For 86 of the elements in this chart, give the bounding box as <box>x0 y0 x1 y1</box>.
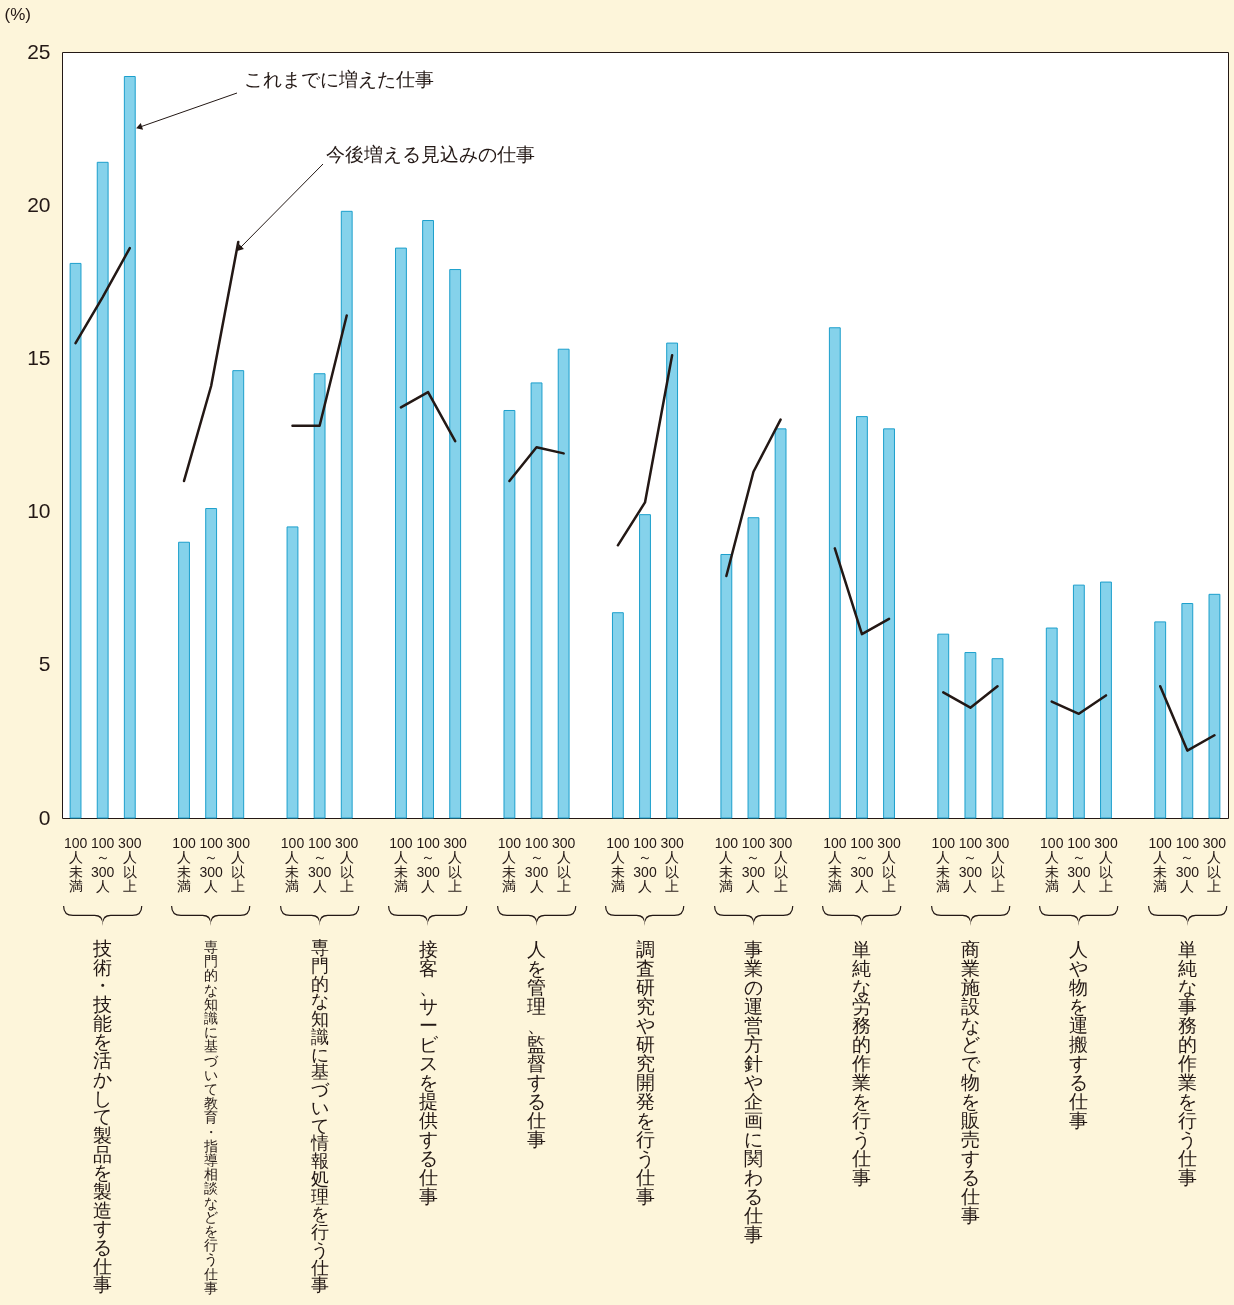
text: 今後増える見込みの仕事 <box>326 144 535 165</box>
text: これまでに増えた仕事 <box>244 69 434 90</box>
x-tick-label: 100～300人 <box>958 834 983 894</box>
bar <box>313 373 326 819</box>
x-tick-label: 100～300人 <box>633 834 657 894</box>
x-tick-label: 100～300人 <box>1175 834 1200 894</box>
x-tick-label: 300人以上 <box>985 834 1010 894</box>
x-tick-label: 100～300人 <box>850 834 874 894</box>
x-tick-label: 300人以上 <box>877 834 901 894</box>
bar <box>96 161 109 819</box>
bar <box>1045 627 1058 819</box>
bar <box>883 428 895 819</box>
x-tick-label: 300人以上 <box>226 834 251 894</box>
x-tick-label: 300人以上 <box>118 834 142 894</box>
y-tick-label: 20 <box>27 192 51 216</box>
text: 単純な労務的作業を行う仕事 <box>852 939 872 1188</box>
bar <box>1208 593 1221 819</box>
y-tick-label: 25 <box>27 39 51 63</box>
text: 接客、サービスを提供する仕事 <box>418 939 438 1207</box>
bar <box>530 382 543 819</box>
bar <box>1154 621 1167 819</box>
x-tick-label: 100人未満 <box>497 834 522 894</box>
x-tick-label: 100人未満 <box>714 834 739 894</box>
x-tick-label: 100人未満 <box>931 834 956 894</box>
bar <box>856 416 868 819</box>
y-tick-label: 10 <box>27 499 51 523</box>
bar <box>232 370 245 819</box>
x-tick-label: 100人未満 <box>606 834 630 894</box>
text: 単純な事務的作業を行う仕事 <box>1177 939 1197 1188</box>
x-tick-label: 100～300人 <box>90 834 115 894</box>
x-tick-label: 100～300人 <box>524 834 549 894</box>
bar <box>557 348 570 819</box>
x-tick-label: 100～300人 <box>1067 834 1091 894</box>
bar <box>720 554 733 819</box>
bar <box>422 220 434 819</box>
bar <box>69 262 82 819</box>
y-tick-label: 0 <box>38 805 51 829</box>
bar <box>503 409 516 819</box>
bar <box>774 428 787 819</box>
bar <box>964 652 977 819</box>
text: 技術・技能を活かして製品を製造する仕事 <box>93 938 113 1296</box>
x-tick-label: 100～300人 <box>307 834 332 894</box>
bar <box>937 633 950 819</box>
y-tick-label: 5 <box>38 652 51 676</box>
x-tick-label: 100～300人 <box>741 834 766 894</box>
text: 調査研究や研究開発を行う仕事 <box>635 939 655 1207</box>
bar <box>395 247 407 819</box>
bar <box>639 514 651 819</box>
y-tick-label: 15 <box>27 345 51 369</box>
bar <box>1072 584 1085 819</box>
bar <box>828 327 841 819</box>
bar <box>666 342 679 819</box>
x-tick-label: 100人未満 <box>172 834 196 894</box>
x-tick-label: 300人以上 <box>768 834 793 894</box>
x-tick-label: 100人未満 <box>280 834 305 894</box>
x-tick-label: 100人未満 <box>1040 834 1064 894</box>
bar <box>747 517 760 819</box>
text: 商業施設などで物を販売する仕事 <box>960 939 980 1226</box>
x-tick-label: 300人以上 <box>1202 834 1227 894</box>
text: 専門的な知識に基づいて教育・指導相談などを行う仕事 <box>204 939 219 1296</box>
x-tick-label: 300人以上 <box>1094 834 1118 894</box>
text: 人や物を運搬する仕事 <box>1069 939 1089 1131</box>
bar <box>205 508 218 819</box>
x-tick-label: 300人以上 <box>551 834 576 894</box>
bar <box>611 612 624 819</box>
bar <box>178 541 190 819</box>
bar <box>1181 603 1194 819</box>
bar <box>286 526 299 819</box>
text: 事業の運営方針や企画に関わる仕事 <box>743 939 763 1245</box>
x-tick-label: 300人以上 <box>660 834 685 894</box>
text: 人を管理、監督する仕事 <box>527 939 547 1150</box>
text: 専門的な知識に基づいて情報処理を行う仕事 <box>310 938 329 1296</box>
x-tick-label: 100～300人 <box>199 834 224 894</box>
x-tick-label: 300人以上 <box>335 834 359 894</box>
x-tick-label: 100人未満 <box>823 834 847 894</box>
bar <box>340 210 353 819</box>
bar <box>991 658 1004 819</box>
x-tick-label: 100人未満 <box>389 834 413 894</box>
x-tick-label: 100～300人 <box>416 834 440 894</box>
x-tick-label: 100人未満 <box>63 834 88 894</box>
x-tick-label: 300人以上 <box>443 834 468 894</box>
bar <box>449 269 462 819</box>
y-axis-title: (%) <box>4 4 31 24</box>
bar <box>123 76 136 819</box>
bar <box>1100 581 1112 819</box>
x-tick-label: 100人未満 <box>1148 834 1173 894</box>
